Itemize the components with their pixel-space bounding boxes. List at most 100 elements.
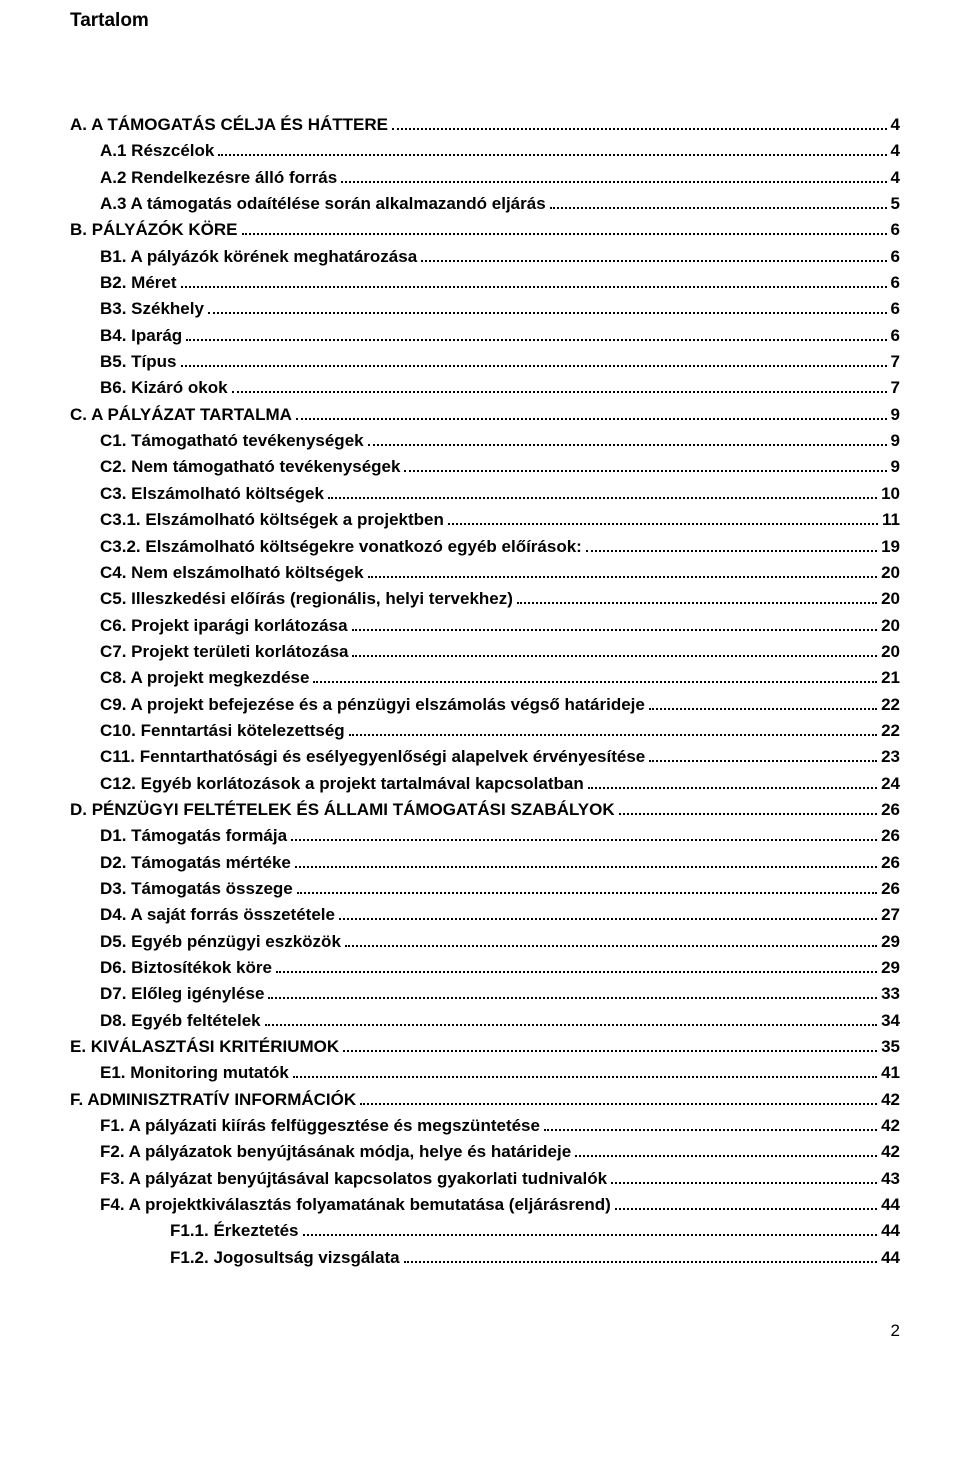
- toc-entry-label: B6. Kizáró okok: [100, 375, 228, 401]
- toc-leader-dots: [296, 404, 887, 420]
- toc-entry-page: 10: [881, 481, 900, 507]
- toc-entry: D6. Biztosítékok köre 29: [70, 955, 900, 981]
- toc-entry-label: F4. A projektkiválasztás folyamatának be…: [100, 1192, 611, 1218]
- toc-entry: A. A TÁMOGATÁS CÉLJA ÉS HÁTTERE 4: [70, 112, 900, 138]
- toc-leader-dots: [291, 826, 877, 842]
- toc-entry-label: D6. Biztosítékok köre: [100, 955, 272, 981]
- toc-entry: E1. Monitoring mutatók 41: [70, 1060, 900, 1086]
- toc-leader-dots: [360, 1089, 877, 1105]
- toc-entry-label: F2. A pályázatok benyújtásának módja, he…: [100, 1139, 571, 1165]
- toc-entry-page: 4: [891, 112, 900, 138]
- toc-entry-page: 5: [891, 191, 900, 217]
- toc-entry: F1. A pályázati kiírás felfüggesztése és…: [70, 1113, 900, 1139]
- toc-leader-dots: [242, 220, 887, 236]
- toc-entry-page: 6: [891, 217, 900, 243]
- toc-leader-dots: [544, 1115, 877, 1131]
- toc-entry-page: 4: [891, 165, 900, 191]
- toc-entry: C12. Egyéb korlátozások a projekt tartal…: [70, 771, 900, 797]
- toc-entry: D. PÉNZÜGYI FELTÉTELEK ÉS ÁLLAMI TÁMOGAT…: [70, 797, 900, 823]
- toc-entry: B. PÁLYÁZÓK KÖRE 6: [70, 217, 900, 243]
- toc-entry-label: E1. Monitoring mutatók: [100, 1060, 289, 1086]
- toc-leader-dots: [341, 167, 886, 183]
- toc-entry: C3.1. Elszámolható költségek a projektbe…: [70, 507, 900, 533]
- toc-entry-label: F1. A pályázati kiírás felfüggesztése és…: [100, 1113, 540, 1139]
- toc-leader-dots: [218, 141, 886, 157]
- toc-entry-page: 9: [891, 428, 900, 454]
- toc-entry: C11. Fenntarthatósági és esélyegyenlőség…: [70, 744, 900, 770]
- toc-entry: C4. Nem elszámolható költségek 20: [70, 560, 900, 586]
- toc-entry-label: B. PÁLYÁZÓK KÖRE: [70, 217, 238, 243]
- toc-leader-dots: [268, 984, 877, 1000]
- toc-leader-dots: [588, 773, 877, 789]
- toc-entry-page: 29: [881, 929, 900, 955]
- toc-entry-page: 26: [881, 797, 900, 823]
- toc-leader-dots: [404, 457, 886, 473]
- toc-entry-label: C7. Projekt területi korlátozása: [100, 639, 348, 665]
- toc-entry-label: D3. Támogatás összege: [100, 876, 293, 902]
- toc-entry-page: 26: [881, 850, 900, 876]
- toc-entry-label: D7. Előleg igénylése: [100, 981, 264, 1007]
- toc-entry-label: C5. Illeszkedési előírás (regionális, he…: [100, 586, 513, 612]
- document-page: Tartalom A. A TÁMOGATÁS CÉLJA ÉS HÁTTERE…: [0, 0, 960, 1371]
- toc-entry-label: D1. Támogatás formája: [100, 823, 287, 849]
- toc-entry: D4. A saját forrás összetétele 27: [70, 902, 900, 928]
- toc-entry: B4. Iparág 6: [70, 323, 900, 349]
- toc-entry-page: 44: [881, 1218, 900, 1244]
- toc-leader-dots: [421, 246, 886, 262]
- toc-entry-label: F1.2. Jogosultság vizsgálata: [170, 1245, 400, 1271]
- toc-entry-page: 7: [891, 349, 900, 375]
- toc-entry: C10. Fenntartási kötelezettség 22: [70, 718, 900, 744]
- toc-entry-page: 9: [891, 454, 900, 480]
- toc-leader-dots: [232, 378, 887, 394]
- toc-leader-dots: [303, 1221, 878, 1237]
- toc-leader-dots: [586, 536, 877, 552]
- toc-entry-page: 20: [881, 586, 900, 612]
- toc-entry: C9. A projekt befejezése és a pénzügyi e…: [70, 692, 900, 718]
- toc-entry-label: B4. Iparág: [100, 323, 182, 349]
- toc-entry-page: 6: [891, 270, 900, 296]
- toc-entry-page: 21: [881, 665, 900, 691]
- toc-entry: F. ADMINISZTRATÍV INFORMÁCIÓK 42: [70, 1087, 900, 1113]
- toc-entry: B6. Kizáró okok 7: [70, 375, 900, 401]
- toc-leader-dots: [186, 325, 886, 341]
- toc-entry-page: 41: [881, 1060, 900, 1086]
- toc-entry-page: 43: [881, 1166, 900, 1192]
- toc-leader-dots: [368, 431, 887, 447]
- toc-entry-label: A.3 A támogatás odaítélése során alkalma…: [100, 191, 546, 217]
- toc-leader-dots: [181, 352, 887, 368]
- toc-entry-label: C6. Projekt iparági korlátozása: [100, 613, 348, 639]
- toc-entry-page: 44: [881, 1192, 900, 1218]
- toc-leader-dots: [276, 957, 877, 973]
- toc-entry-page: 19: [881, 534, 900, 560]
- toc-entry-label: B3. Székhely: [100, 296, 204, 322]
- toc-entry-label: C3.2. Elszámolható költségekre vonatkozó…: [100, 534, 582, 560]
- toc-leader-dots: [345, 931, 877, 947]
- toc-entry-label: C8. A projekt megkezdése: [100, 665, 309, 691]
- table-of-contents: A. A TÁMOGATÁS CÉLJA ÉS HÁTTERE 4A.1 Rés…: [70, 112, 900, 1271]
- toc-entry-page: 20: [881, 560, 900, 586]
- toc-entry-label: B5. Típus: [100, 349, 177, 375]
- toc-entry: D5. Egyéb pénzügyi eszközök 29: [70, 929, 900, 955]
- toc-entry-label: A.2 Rendelkezésre álló forrás: [100, 165, 337, 191]
- toc-entry-label: C1. Támogatható tevékenységek: [100, 428, 364, 454]
- toc-entry-label: A. A TÁMOGATÁS CÉLJA ÉS HÁTTERE: [70, 112, 388, 138]
- toc-entry-page: 42: [881, 1087, 900, 1113]
- toc-entry-page: 34: [881, 1008, 900, 1034]
- toc-entry: A.3 A támogatás odaítélése során alkalma…: [70, 191, 900, 217]
- toc-leader-dots: [368, 562, 877, 578]
- toc-entry: C1. Támogatható tevékenységek 9: [70, 428, 900, 454]
- toc-leader-dots: [328, 483, 877, 499]
- toc-entry: C6. Projekt iparági korlátozása 20: [70, 613, 900, 639]
- toc-entry: C3.2. Elszámolható költségekre vonatkozó…: [70, 534, 900, 560]
- toc-entry-page: 42: [881, 1113, 900, 1139]
- toc-entry-page: 9: [891, 402, 900, 428]
- toc-entry-page: 22: [881, 718, 900, 744]
- toc-leader-dots: [392, 114, 887, 130]
- toc-leader-dots: [181, 272, 887, 288]
- toc-entry: C3. Elszámolható költségek 10: [70, 481, 900, 507]
- toc-entry-page: 44: [881, 1245, 900, 1271]
- toc-leader-dots: [352, 615, 878, 631]
- toc-entry-page: 42: [881, 1139, 900, 1165]
- toc-entry: E. KIVÁLASZTÁSI KRITÉRIUMOK 35: [70, 1034, 900, 1060]
- toc-entry: B1. A pályázók körének meghatározása 6: [70, 244, 900, 270]
